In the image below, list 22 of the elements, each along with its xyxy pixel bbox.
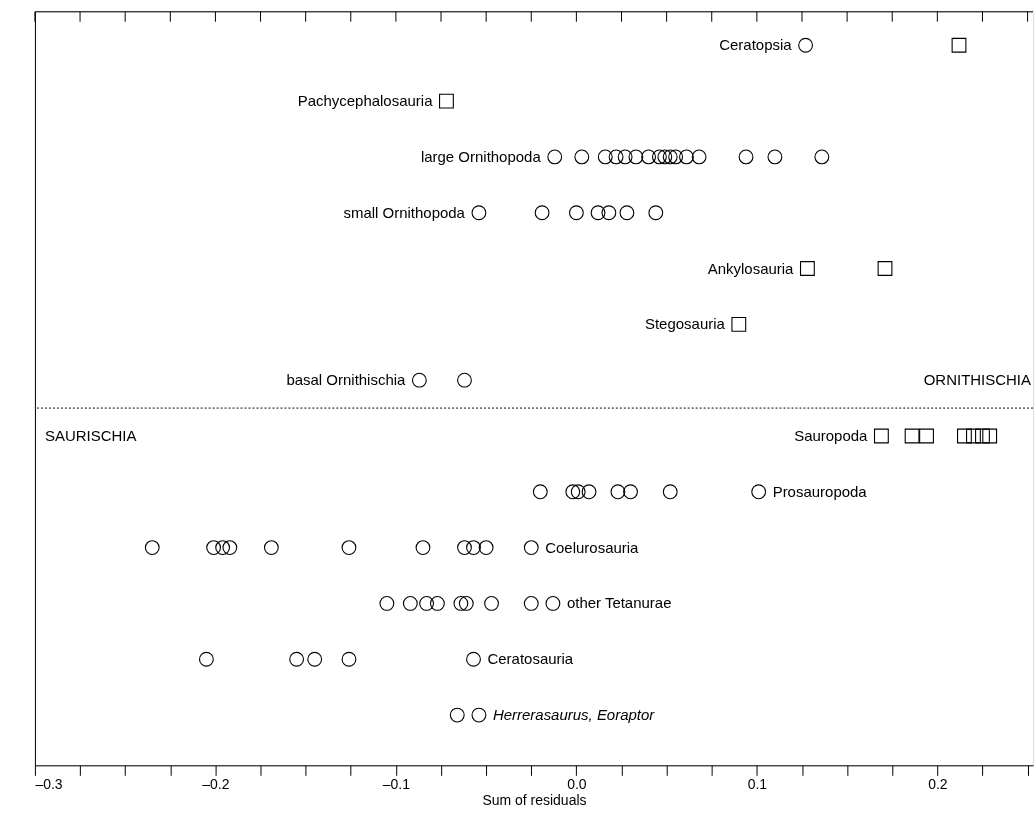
y-tick-label: large Ornithopoda <box>420 147 542 165</box>
x-tick-label: 0.1 <box>747 775 768 792</box>
x-tick-label: 0.0 <box>567 775 587 792</box>
x-axis-title: Sum of residuals <box>482 791 587 808</box>
y-tick-label: Ceratopsia <box>719 36 793 54</box>
y-tick-label: basal Ornithischia <box>286 371 407 389</box>
y-tick-label: Sauropoda <box>794 426 869 444</box>
y-tick-label: Pachycephalosauria <box>297 92 434 110</box>
annotation: ORNITHISCHIA <box>923 371 1032 389</box>
y-tick-label: Ankylosauria <box>707 259 795 277</box>
y-tick-label: Prosauropoda <box>772 482 868 500</box>
y-tick-label: Coelurosauria <box>545 538 640 556</box>
annotation: SAURISCHIA <box>44 426 137 444</box>
x-tick-label: –0.2 <box>202 775 230 792</box>
x-tick-label: –0.1 <box>382 775 411 792</box>
x-tick-label: –0.3 <box>35 775 63 792</box>
y-tick-label: small Ornithopoda <box>343 203 466 221</box>
y-tick-label: Ceratosauria <box>487 650 574 668</box>
y-tick-label: Stegosauria <box>644 315 726 333</box>
y-tick-label: other Tetanurae <box>566 594 672 612</box>
y-tick-label: Herrerasaurus, Eoraptor <box>492 706 656 724</box>
x-tick-label: 0.2 <box>928 775 948 792</box>
